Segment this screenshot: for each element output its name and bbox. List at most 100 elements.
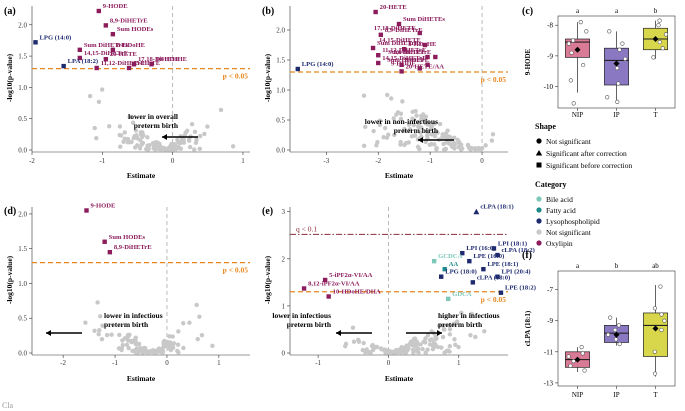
volcano-plot-a: 0.0 0.5 1.0 1.5 2.0 -2 -1 0 1 Estimate -log10(p-va… (5, 3, 250, 180)
x-tick-label: 0 (480, 157, 484, 165)
y-tick-label: 1.0 (18, 84, 27, 92)
sig-point (401, 47, 407, 52)
sample-point (613, 337, 619, 342)
point-label: 11,12-DiHETrE (382, 47, 427, 54)
ns-point (453, 342, 458, 347)
point-label: 9-HODE (91, 202, 117, 209)
point-label: 14,15-DiHETrE (382, 55, 427, 62)
p-threshold-label: p < 0.05 (481, 75, 507, 84)
y-tick-label: 0.0 (18, 350, 27, 358)
sample-point (570, 38, 576, 43)
ns-point (125, 338, 131, 343)
ns-point (411, 350, 416, 355)
y-axis-title: -log10(p-value) (5, 53, 14, 102)
legend-category-1: Fatty acid (546, 206, 576, 215)
x-tick-label: -2 (29, 157, 35, 165)
ns-point (423, 118, 429, 124)
ns-point (175, 348, 180, 354)
ns-point (415, 144, 421, 150)
ns-point (370, 347, 376, 353)
ns-point (490, 132, 496, 137)
ns-point (455, 137, 460, 143)
sig-point (431, 258, 437, 264)
ns-point (109, 332, 114, 337)
ns-point (181, 345, 186, 351)
sample-point (566, 354, 571, 359)
significance-letter: ab (652, 262, 659, 270)
point-label: 10-HDoHE/DHA (333, 288, 381, 295)
legend-square-icon (536, 162, 542, 168)
sig-point (149, 62, 154, 67)
ns-point (125, 332, 131, 338)
sample-point (582, 368, 587, 373)
ns-point (402, 128, 407, 133)
ns-point (371, 128, 376, 134)
ns-point (99, 87, 105, 92)
annotation-text: lower in infectious (104, 311, 163, 320)
ns-point (395, 348, 400, 354)
ns-point (418, 130, 423, 135)
legend-not-significant-dot (536, 229, 542, 235)
sig-point (399, 62, 404, 67)
ns-point (97, 328, 102, 333)
ns-point (406, 140, 411, 145)
ns-point (170, 147, 175, 152)
sig-point (376, 60, 381, 66)
y-tick-label: -7 (547, 286, 553, 294)
ns-point (361, 340, 366, 346)
p-threshold-label: p < 0.05 (481, 295, 507, 304)
ns-point (197, 314, 202, 319)
sig-point (326, 294, 331, 299)
ns-point (404, 343, 409, 348)
legend-triangle-icon (535, 150, 543, 156)
ns-point (418, 342, 423, 347)
p-threshold-label: p < 0.05 (223, 266, 249, 275)
x-tick-label: -1 (112, 359, 118, 367)
ns-point (125, 136, 131, 142)
ns-point (174, 145, 179, 151)
ns-point (414, 113, 419, 118)
point-label: LPG (14:0) (302, 61, 334, 68)
ns-point (151, 146, 156, 151)
significance-letter: a (576, 7, 580, 15)
ns-point (437, 121, 443, 127)
annotation-text: lower in infectious (272, 311, 331, 320)
x-tick-label: T (653, 391, 658, 399)
sig-point (84, 208, 89, 213)
legend-circle-icon (536, 138, 542, 144)
x-axis-title: Estimate (127, 171, 156, 180)
ns-point (140, 140, 146, 146)
ns-point (378, 346, 384, 351)
ns-point (382, 125, 388, 131)
mean-marker (613, 331, 620, 338)
sig-point (295, 66, 300, 72)
x-tick-label: -2 (375, 157, 381, 165)
ns-point (92, 125, 97, 131)
point-label: AA (449, 261, 459, 268)
arrow-head (418, 137, 423, 143)
ns-point (423, 139, 428, 145)
sample-point (659, 312, 664, 317)
ns-point (132, 145, 138, 150)
ns-point (161, 145, 166, 151)
sig-point (425, 54, 430, 60)
y-axis-title: -log10(p-value) (5, 255, 14, 304)
point-label: Sum HODEs (117, 26, 154, 33)
ns-point (170, 334, 175, 339)
legend-bile-acid-dot (536, 196, 542, 202)
legend-shape-2: Significant before correction (546, 161, 632, 170)
box-ip (604, 47, 629, 86)
sig-point (422, 42, 428, 48)
ns-point (473, 334, 478, 340)
legend: Shape Not significant Significant after … (535, 122, 632, 248)
point-label: 9-HODE (391, 60, 417, 67)
watermark-text: Cla (2, 401, 14, 410)
mean-marker (574, 46, 581, 53)
ns-point (416, 350, 421, 355)
y-tick-label: 1 (282, 302, 286, 310)
sig-point (399, 69, 404, 74)
ns-point (389, 96, 394, 101)
point-label: 8,9-DiHETrE (385, 27, 423, 34)
point-label: Sum HODEs (387, 57, 424, 64)
